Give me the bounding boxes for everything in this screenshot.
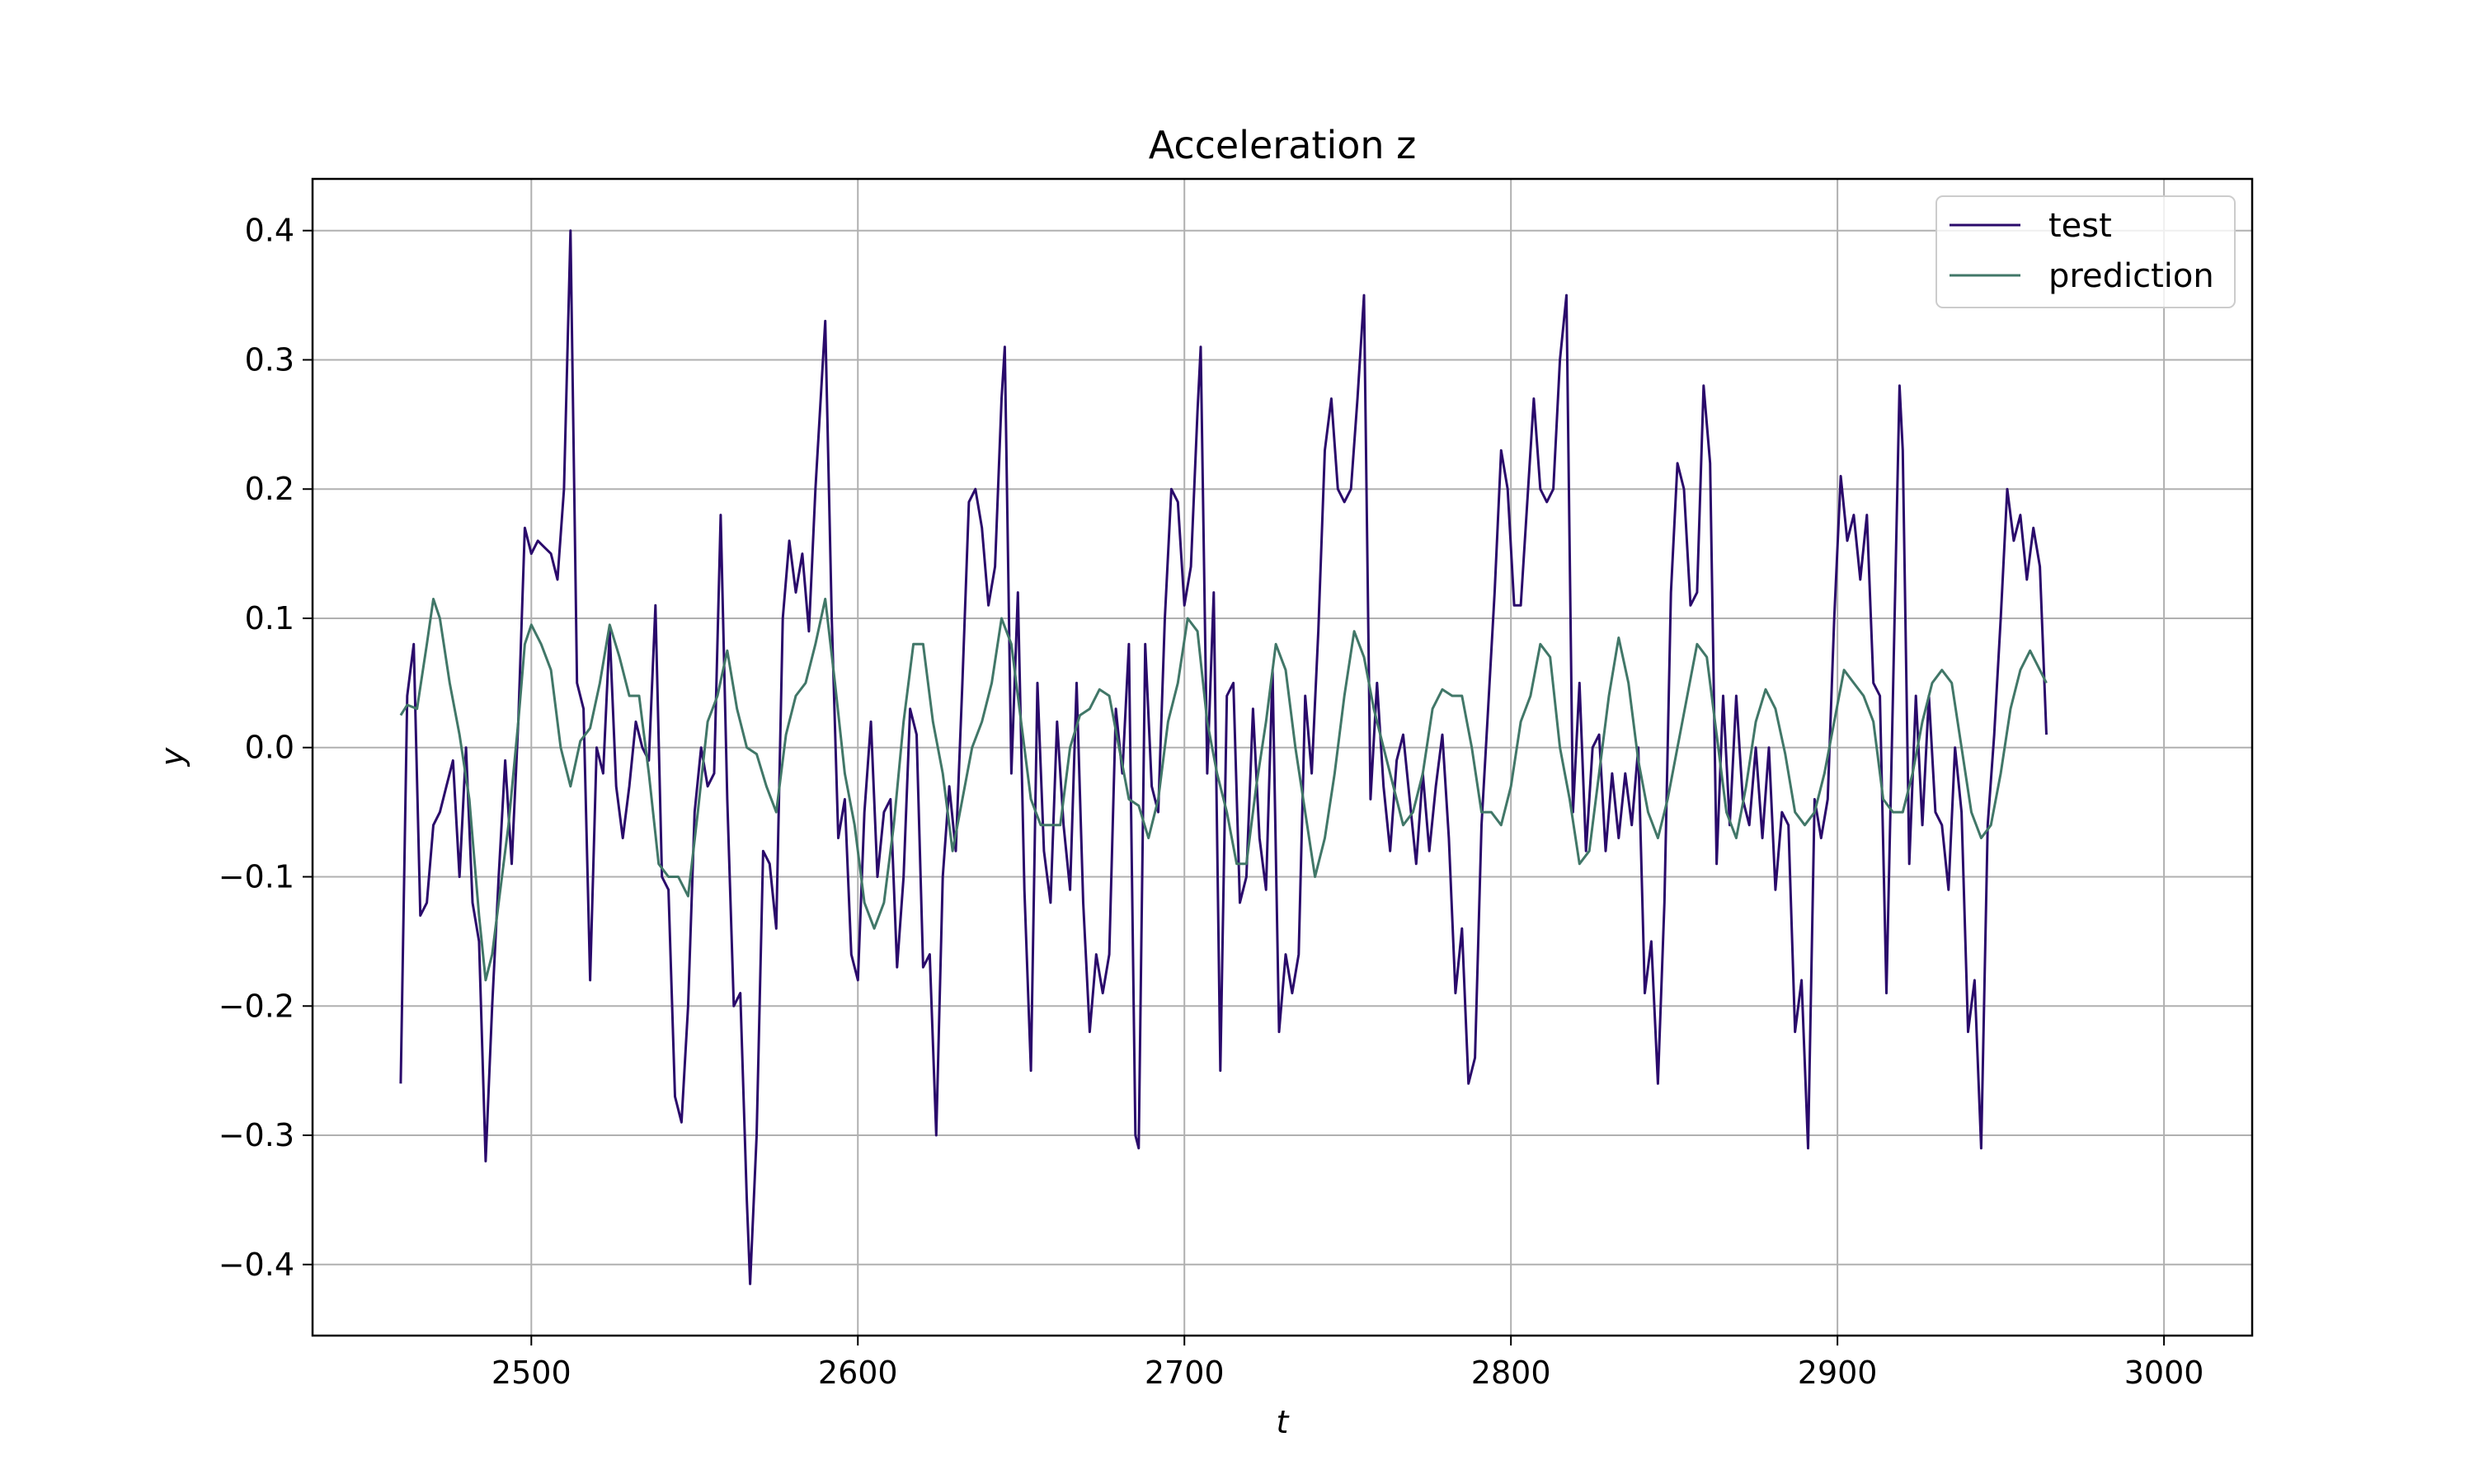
y-axis: 0.4 0.3 0.2 0.1 0.0 −0.1 −0.2 −0.3 −0.4	[219, 213, 313, 1283]
series-line-test	[399, 229, 2048, 1285]
series-line-prediction	[399, 598, 2048, 982]
grid	[313, 179, 2252, 1336]
y-tick-label: 0.4	[245, 213, 294, 249]
x-tick-label: 2800	[1471, 1355, 1551, 1391]
y-axis-label: y	[154, 747, 190, 767]
y-tick-label: −0.1	[219, 859, 294, 895]
x-tick-label: 2700	[1145, 1355, 1225, 1391]
plot-area	[399, 229, 2048, 1285]
y-tick-label: 0.3	[245, 341, 294, 378]
y-tick-label: −0.3	[219, 1117, 294, 1153]
x-axis-label: t	[1277, 1404, 1291, 1440]
legend-test-label: test	[2048, 207, 2112, 245]
y-tick-label: 0.0	[245, 730, 294, 766]
y-tick-label: 0.1	[245, 600, 294, 636]
chart-title: Acceleration z	[1149, 123, 1417, 167]
legend-prediction-label: prediction	[2048, 257, 2214, 295]
y-tick-label: −0.2	[219, 988, 294, 1024]
legend: test prediction	[1935, 195, 2236, 308]
x-tick-label: 3000	[2124, 1355, 2204, 1391]
y-tick-label: 0.2	[245, 471, 294, 507]
y-tick-label: −0.4	[219, 1247, 294, 1283]
x-tick-label: 2900	[1798, 1355, 1878, 1391]
plot-frame	[311, 177, 2254, 1337]
x-tick-label: 2500	[492, 1355, 571, 1391]
x-axis: 2500 2600 2700 2800 2900 3000	[492, 1336, 2204, 1391]
x-tick-label: 2600	[818, 1355, 898, 1391]
